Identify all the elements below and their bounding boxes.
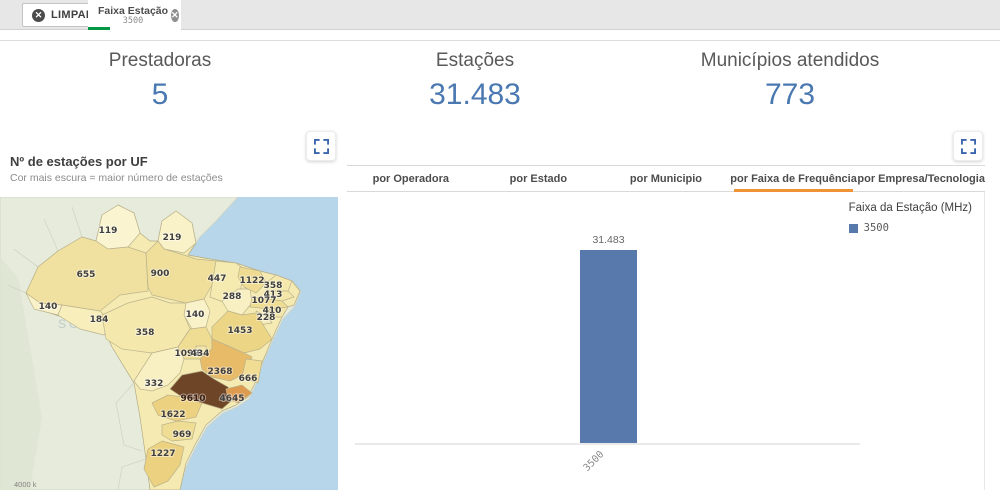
state-value-label: 140	[186, 310, 205, 320]
state-value-label: 358	[264, 281, 283, 291]
expand-chart-button[interactable]	[953, 131, 983, 161]
kpi-label: Municípios atendidos	[700, 50, 880, 71]
andes-shading	[0, 257, 42, 490]
state-value-label: 1453	[227, 326, 252, 336]
bar-3500[interactable]	[580, 250, 637, 443]
map-panel: Nº de estações por UF Cor mais escura = …	[0, 128, 338, 490]
divider	[0, 40, 1000, 41]
state-value-label: 1099	[174, 349, 199, 359]
kpi-estacoes: Estações 31.483	[315, 50, 635, 112]
state-value-label: 184	[90, 315, 109, 325]
state-RS[interactable]	[143, 440, 185, 488]
selection-chip-title: Faixa Estação	[98, 5, 169, 18]
tab-por-estado[interactable]: por Estado	[509, 172, 568, 185]
chart-tabs: por Operadora por Estado por Municipio p…	[347, 165, 985, 192]
state-MT[interactable]	[101, 296, 191, 354]
kpi-label: Prestadoras	[108, 50, 212, 71]
clear-button-label: LIMPAR	[51, 9, 95, 21]
state-RO[interactable]	[57, 304, 113, 336]
brazil-choropleth-map[interactable]: SOUTH AMERICA	[0, 197, 338, 490]
state-value-label: 9610	[180, 394, 205, 404]
state-value-label: 358	[136, 328, 155, 338]
state-PB[interactable]	[265, 290, 295, 302]
bar-chart: Faixa da Estação (MHz) 3500 31.483 3500	[347, 192, 985, 490]
state-PR[interactable]	[151, 394, 203, 422]
clear-circle-x-icon: ✕	[32, 8, 45, 22]
state-value-label: 4645	[219, 394, 244, 404]
state-value-label: 332	[145, 379, 164, 389]
fullscreen-icon	[313, 138, 329, 154]
brazil-states	[25, 204, 301, 490]
kpi-municipios-atendidos: Municípios atendidos 773	[630, 50, 950, 112]
state-RN[interactable]	[265, 274, 293, 292]
bar-value-label: 31.483	[592, 234, 625, 246]
selections-bar: ✕ LIMPAR Faixa Estação 3500 ✕	[0, 0, 1000, 30]
state-value-label: 655	[77, 270, 96, 280]
x-axis-line	[355, 443, 860, 445]
state-value-label: 288	[223, 292, 242, 302]
state-ES[interactable]	[241, 358, 263, 384]
state-value-label: 434	[191, 349, 210, 359]
state-MG[interactable]	[199, 338, 253, 382]
tab-por-empresa-tecnologia[interactable]: por Empresa/Tecnologia	[857, 172, 985, 185]
kpi-prestadoras: Prestadoras 5	[0, 50, 320, 112]
legend-swatch	[848, 223, 858, 233]
legend-label: 3500	[863, 222, 889, 234]
x-axis-tick-label: 3500	[581, 449, 607, 474]
remove-selection-icon[interactable]: ✕	[171, 8, 179, 22]
kpi-value: 5	[151, 78, 169, 111]
state-value-label: 969	[173, 430, 192, 440]
state-value-label: 900	[151, 269, 170, 279]
legend-item-3500[interactable]: 3500	[848, 222, 972, 234]
selection-state-indicator	[88, 27, 110, 30]
selection-chip-faixa-estacao[interactable]: Faixa Estação 3500 ✕	[88, 0, 181, 30]
state-SC[interactable]	[161, 420, 197, 442]
state-value-label: 219	[163, 233, 182, 243]
map-scale-label: 4000 k	[14, 480, 37, 489]
state-RJ[interactable]	[225, 384, 253, 404]
expand-map-button[interactable]	[306, 131, 336, 161]
legend-title: Faixa da Estação (MHz)	[848, 202, 972, 214]
tab-por-operadora[interactable]: por Operadora	[372, 172, 449, 185]
state-value-label: 1077	[251, 296, 276, 306]
country-borders	[7, 206, 147, 490]
state-DF[interactable]	[195, 345, 207, 354]
fullscreen-icon	[960, 138, 976, 154]
state-value-label: 1122	[239, 276, 264, 286]
kpi-label: Estações	[435, 50, 515, 71]
state-value-label: 413	[264, 290, 283, 300]
state-value-label: 1227	[150, 449, 175, 459]
state-value-label: 228	[257, 313, 276, 323]
state-AL[interactable]	[267, 306, 289, 318]
chart-legend: Faixa da Estação (MHz) 3500	[848, 202, 972, 234]
state-value-label: 2368	[207, 367, 232, 377]
state-value-label: 410	[263, 306, 282, 316]
state-value-label: 119	[99, 226, 118, 236]
map-subtitle: Cor mais escura = maior número de estaçõ…	[10, 172, 223, 184]
state-value-label: 1622	[160, 410, 185, 420]
state-value-label: 447	[208, 274, 227, 284]
state-value-label: 666	[239, 374, 258, 384]
chart-panel: por Operadora por Estado por Municipio p…	[347, 128, 985, 490]
kpi-value: 773	[764, 78, 816, 111]
kpi-value: 31.483	[429, 78, 521, 111]
state-MS[interactable]	[133, 346, 185, 392]
map-title: Nº de estações por UF	[10, 154, 148, 169]
tab-por-municipio[interactable]: por Municipio	[629, 172, 703, 185]
state-CE[interactable]	[237, 266, 267, 294]
selection-chip-value: 3500	[122, 16, 144, 27]
tab-por-faixa-de-frequencia[interactable]: por Faixa de Frequência	[730, 166, 858, 192]
state-value-label: 140	[39, 302, 58, 312]
